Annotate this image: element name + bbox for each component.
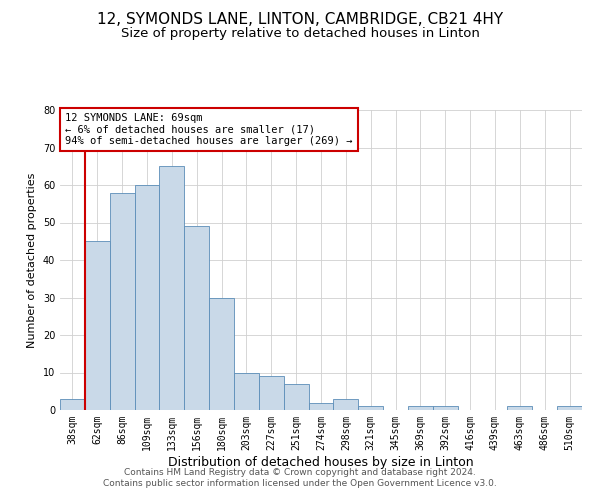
Text: 12, SYMONDS LANE, LINTON, CAMBRIDGE, CB21 4HY: 12, SYMONDS LANE, LINTON, CAMBRIDGE, CB2… — [97, 12, 503, 28]
Bar — [334, 399, 358, 410]
Bar — [234, 372, 259, 410]
Bar — [184, 226, 209, 410]
Bar — [358, 406, 383, 410]
Bar — [433, 406, 458, 410]
Text: Size of property relative to detached houses in Linton: Size of property relative to detached ho… — [121, 28, 479, 40]
Bar — [160, 166, 184, 410]
Bar — [85, 242, 110, 410]
Bar — [209, 298, 234, 410]
Bar — [259, 376, 284, 410]
Text: 12 SYMONDS LANE: 69sqm
← 6% of detached houses are smaller (17)
94% of semi-deta: 12 SYMONDS LANE: 69sqm ← 6% of detached … — [65, 113, 353, 146]
Bar — [134, 185, 160, 410]
Text: Contains HM Land Registry data © Crown copyright and database right 2024.
Contai: Contains HM Land Registry data © Crown c… — [103, 468, 497, 487]
Y-axis label: Number of detached properties: Number of detached properties — [27, 172, 37, 348]
Bar — [408, 406, 433, 410]
X-axis label: Distribution of detached houses by size in Linton: Distribution of detached houses by size … — [168, 456, 474, 468]
Bar — [284, 384, 308, 410]
Bar — [308, 402, 334, 410]
Bar — [60, 399, 85, 410]
Bar — [557, 406, 582, 410]
Bar — [110, 192, 134, 410]
Bar — [508, 406, 532, 410]
